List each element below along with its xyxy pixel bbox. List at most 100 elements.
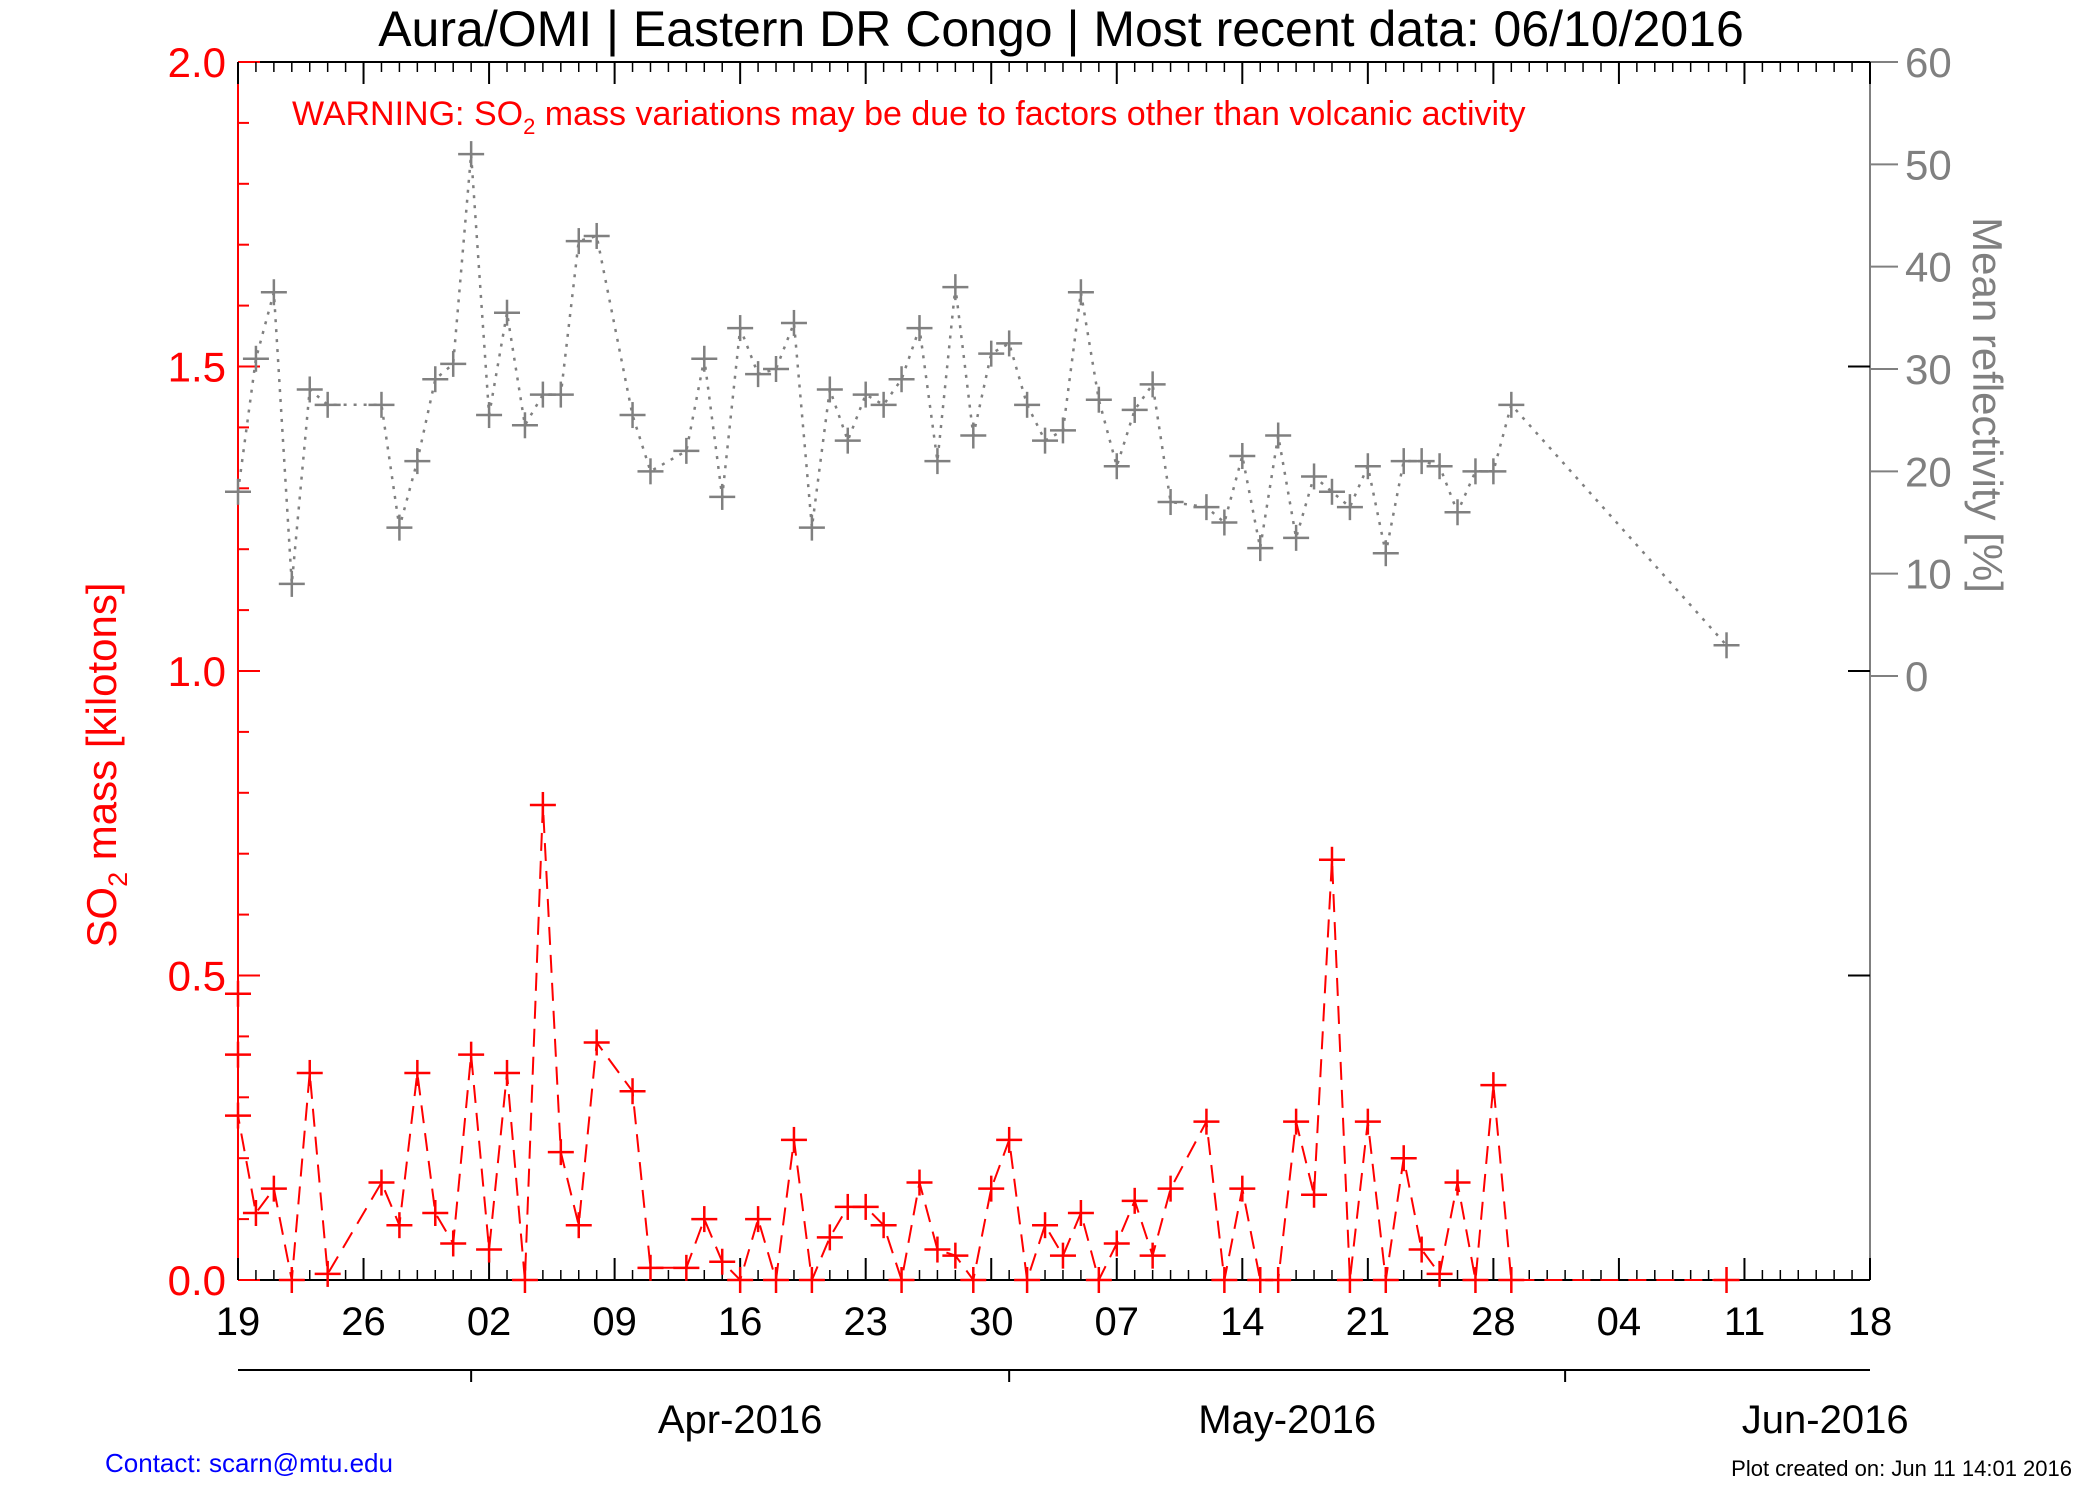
x-tick-label: 02 bbox=[467, 1300, 512, 1344]
reflectivity-point bbox=[619, 402, 646, 429]
so2-mass-point bbox=[870, 1212, 897, 1239]
right-tick-label: 30 bbox=[1905, 346, 1952, 393]
reflectivity-point bbox=[673, 437, 700, 464]
reflectivity-point bbox=[1265, 422, 1292, 449]
so2-mass-point bbox=[1049, 1242, 1076, 1269]
so2-mass-point bbox=[1103, 1230, 1130, 1257]
so2-mass-point bbox=[1265, 1267, 1292, 1293]
so2-mass-point bbox=[1157, 1175, 1184, 1202]
so2-mass-point bbox=[691, 1206, 718, 1233]
reflectivity-point bbox=[960, 422, 987, 449]
warning-prefix: WARNING: SO bbox=[292, 95, 523, 133]
left-axis-label-suffix: mass [kilotons] bbox=[78, 582, 125, 871]
so2-mass-point bbox=[1462, 1267, 1489, 1293]
reflectivity-point bbox=[225, 478, 251, 505]
reflectivity-point bbox=[798, 514, 825, 541]
so2-mass-line bbox=[237, 804, 1727, 1284]
so2-mass-point bbox=[1283, 1108, 1310, 1135]
month-axis: Apr-2016 May-2016 Jun-2016 bbox=[470, 1370, 1909, 1442]
right-tick-label: 50 bbox=[1905, 141, 1952, 188]
x-tick-label: 04 bbox=[1597, 1300, 1642, 1344]
x-tick-label: 21 bbox=[1346, 1300, 1391, 1344]
warning-suffix: mass variations may be due to factors ot… bbox=[535, 95, 1525, 133]
left-axis-label: SO2 mass [kilotons] bbox=[78, 582, 133, 947]
x-tick-label: 28 bbox=[1471, 1300, 1516, 1344]
left-axis-ticks: 0.0 0.5 1.0 1.5 2.0 bbox=[168, 39, 1870, 1304]
reflectivity-point bbox=[583, 222, 610, 249]
reflectivity-point bbox=[1444, 499, 1471, 526]
so2-mass-point bbox=[1390, 1145, 1417, 1172]
left-tick-label: 1.0 bbox=[168, 648, 226, 695]
reflectivity-point bbox=[691, 345, 718, 372]
left-tick-label: 0.0 bbox=[168, 1257, 226, 1304]
so2-mass-point bbox=[996, 1126, 1023, 1153]
so2-mass-point bbox=[314, 1260, 341, 1287]
reflectivity-point bbox=[314, 391, 341, 418]
so2-mass-point bbox=[978, 1175, 1005, 1202]
so2-mass-point bbox=[368, 1169, 395, 1196]
left-tick-label: 2.0 bbox=[168, 39, 226, 86]
so2-mass-point bbox=[1085, 1267, 1112, 1293]
reflectivity-point bbox=[565, 228, 592, 255]
reflectivity-point bbox=[1480, 458, 1507, 485]
x-tick-label: 18 bbox=[1848, 1300, 1893, 1344]
so2-mass-point bbox=[296, 1059, 323, 1086]
x-tick-label: 09 bbox=[592, 1300, 637, 1344]
chart-title: Aura/OMI | Eastern DR Congo | Most recen… bbox=[378, 1, 1744, 57]
reflectivity-point bbox=[260, 279, 287, 306]
x-tick-label: 23 bbox=[843, 1300, 888, 1344]
so2-mass-point bbox=[458, 1041, 485, 1068]
reflectivity-point bbox=[476, 402, 503, 429]
so2-mass-point bbox=[906, 1169, 933, 1196]
reflectivity-point bbox=[870, 391, 897, 418]
so2-mass-point bbox=[637, 1254, 664, 1281]
so2-mass-point bbox=[386, 1212, 413, 1239]
month-label: May-2016 bbox=[1198, 1398, 1376, 1442]
reflectivity-point bbox=[978, 340, 1005, 367]
reflectivity-point bbox=[1157, 489, 1184, 516]
reflectivity-point bbox=[1103, 453, 1130, 480]
reflectivity-point bbox=[1283, 524, 1310, 551]
so2-mass-point bbox=[763, 1267, 790, 1293]
reflectivity-point bbox=[1498, 391, 1525, 418]
x-axis-ticks: 19 26 02 09 16 23 30 07 14 21 28 04 11 18 bbox=[216, 62, 1893, 1344]
so2-mass-point bbox=[1372, 1267, 1399, 1293]
so2-mass-point bbox=[547, 1139, 574, 1166]
reflectivity-point bbox=[745, 361, 772, 388]
so2-mass-point bbox=[1229, 1175, 1256, 1202]
left-tick-label: 1.5 bbox=[168, 344, 226, 391]
reflectivity-point bbox=[1121, 396, 1148, 423]
reflectivity-point bbox=[780, 309, 807, 336]
so2-mass-point bbox=[225, 1102, 251, 1129]
reflectivity-point bbox=[942, 274, 969, 301]
reflectivity-point bbox=[458, 141, 485, 168]
so2-mass-point bbox=[529, 791, 556, 818]
right-tick-label: 0 bbox=[1905, 653, 1928, 700]
so2-mass-point bbox=[1301, 1181, 1328, 1208]
reflectivity-point bbox=[888, 366, 915, 393]
left-axis-label-subscript: 2 bbox=[103, 872, 133, 887]
so2-mass-point bbox=[225, 1041, 251, 1068]
so2-mass-point bbox=[888, 1267, 915, 1293]
reflectivity-point bbox=[547, 381, 574, 408]
so2-mass-point bbox=[816, 1224, 843, 1251]
reflectivity-point bbox=[1318, 478, 1345, 505]
so2-mass-point bbox=[225, 980, 251, 1007]
reflectivity-point bbox=[1426, 453, 1453, 480]
so2-mass-point bbox=[1032, 1212, 1059, 1239]
so2-mass-point bbox=[1121, 1187, 1148, 1214]
reflectivity-point bbox=[1247, 535, 1274, 562]
x-tick-label: 11 bbox=[1724, 1300, 1766, 1344]
so2-mass-point bbox=[565, 1212, 592, 1239]
reflectivity-point bbox=[242, 345, 269, 372]
so2-mass-point bbox=[1318, 846, 1345, 873]
reflectivity-point bbox=[709, 483, 736, 510]
reflectivity-point bbox=[368, 391, 395, 418]
so2-mass-point bbox=[1211, 1267, 1238, 1293]
so2-mass-point bbox=[960, 1267, 987, 1293]
so2-mass-point bbox=[440, 1230, 467, 1257]
reflectivity-point bbox=[1372, 540, 1399, 567]
month-label: Jun-2016 bbox=[1742, 1398, 1909, 1442]
reflectivity-point bbox=[924, 448, 951, 475]
